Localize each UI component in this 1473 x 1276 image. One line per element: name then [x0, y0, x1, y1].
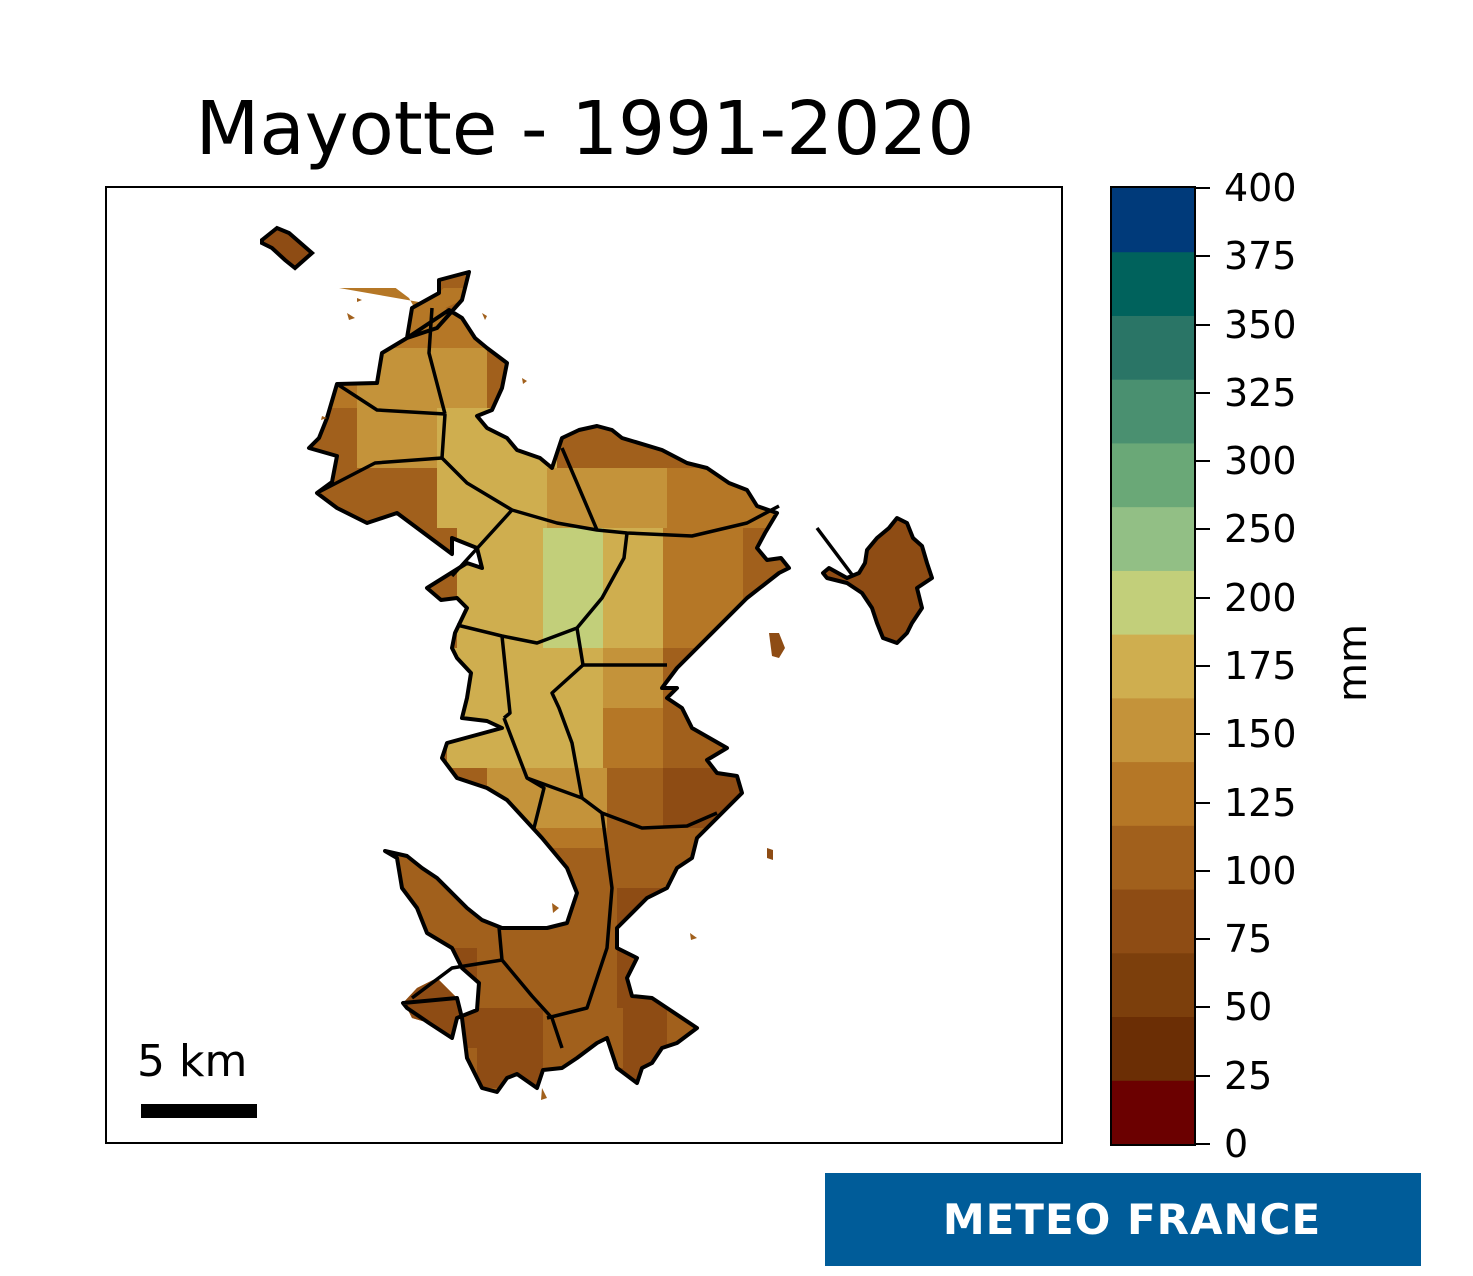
- colorbar-segment: [1112, 634, 1194, 699]
- colorbar-segment: [1112, 889, 1194, 954]
- colorbar-tick-mark: [1196, 323, 1210, 326]
- colorbar-tick-label: 75: [1224, 917, 1273, 962]
- colorbar-unit: mm: [1330, 624, 1376, 702]
- colorbar-segment: [1112, 952, 1194, 1018]
- colorbar-tick-mark: [1196, 596, 1210, 599]
- colorbar-segment: [1112, 1080, 1194, 1144]
- scalebar: [141, 1104, 257, 1118]
- colorbar-tick-mark: [1196, 1006, 1210, 1009]
- colorbar-segment: [1112, 697, 1194, 763]
- grande-terre-outline: [307, 270, 791, 1094]
- colorbar-segment: [1112, 251, 1194, 316]
- colorbar-tick-label: 300: [1224, 439, 1297, 484]
- colorbar-tick-label: 25: [1224, 1053, 1273, 1098]
- colorbar-tick-label: 50: [1224, 985, 1273, 1030]
- map-panel: 5 km: [105, 186, 1063, 1144]
- colorbar-tick-mark: [1196, 391, 1210, 394]
- colorbar-tick-mark: [1196, 733, 1210, 736]
- colorbar-tick-label: 125: [1224, 780, 1297, 825]
- colorbar-tick-mark: [1196, 869, 1210, 872]
- meteo-france-logo: METEO FRANCE: [825, 1173, 1421, 1266]
- colorbar-tick-label: 175: [1224, 644, 1297, 688]
- logo-text: METEO FRANCE: [942, 1195, 1322, 1244]
- colorbar-segment: [1112, 315, 1194, 380]
- colorbar-segment: [1112, 570, 1194, 635]
- islets: [260, 225, 785, 1100]
- colorbar-tick-mark: [1196, 801, 1210, 804]
- colorbar-segment: [1112, 506, 1194, 571]
- colorbar-tick-mark: [1196, 187, 1210, 189]
- colorbar-tick-label: 350: [1224, 302, 1297, 347]
- colorbar-tick-mark: [1196, 938, 1210, 941]
- map-title: Mayotte - 1991-2020: [195, 86, 975, 172]
- colorbar-tick-mark: [1196, 528, 1210, 531]
- scalebar-label: 5 km: [137, 1036, 248, 1087]
- colorbar-tick-mark: [1196, 1074, 1210, 1077]
- colorbar-gradient: [1112, 188, 1194, 1144]
- colorbar-tick-label: 400: [1224, 166, 1297, 210]
- colorbar-tick-mark: [1196, 255, 1210, 258]
- colorbar-tick-label: 250: [1224, 507, 1297, 552]
- colorbar-segment: [1112, 1016, 1194, 1081]
- petite-terre: [821, 516, 934, 645]
- colorbar: [1110, 186, 1196, 1146]
- colorbar-tick-label: 0: [1224, 1122, 1249, 1166]
- precipitation-map: [107, 188, 1061, 1142]
- colorbar-tick-mark: [1196, 1143, 1210, 1145]
- colorbar-tick-label: 150: [1224, 712, 1297, 757]
- colorbar-segment: [1112, 379, 1194, 444]
- colorbar-segment: [1112, 761, 1194, 826]
- colorbar-segment: [1112, 825, 1194, 890]
- colorbar-segment: [1112, 188, 1194, 253]
- colorbar-tick-label: 325: [1224, 370, 1297, 415]
- colorbar-tick-label: 200: [1224, 575, 1297, 620]
- colorbar-tick-label: 100: [1224, 848, 1297, 893]
- colorbar-tick-mark: [1196, 665, 1210, 667]
- colorbar-segment: [1112, 442, 1194, 508]
- colorbar-tick-mark: [1196, 460, 1210, 463]
- colorbar-tick-label: 375: [1224, 234, 1297, 279]
